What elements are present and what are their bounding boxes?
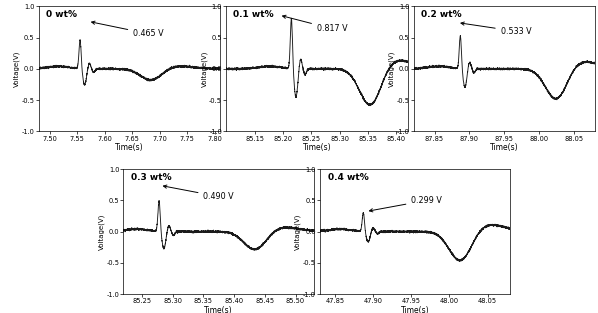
Text: 0.817 V: 0.817 V: [283, 15, 347, 33]
X-axis label: Time(s): Time(s): [401, 306, 429, 313]
Y-axis label: Voltage(V): Voltage(V): [99, 213, 105, 250]
Text: 0.465 V: 0.465 V: [91, 21, 164, 38]
Y-axis label: Voltage(V): Voltage(V): [389, 51, 395, 87]
Y-axis label: Voltage(V): Voltage(V): [295, 213, 301, 250]
X-axis label: Time(s): Time(s): [303, 143, 331, 152]
Text: 0.533 V: 0.533 V: [461, 22, 531, 36]
X-axis label: Time(s): Time(s): [205, 306, 233, 313]
Text: 0.490 V: 0.490 V: [163, 185, 234, 201]
Text: 0.2 wt%: 0.2 wt%: [421, 10, 462, 19]
X-axis label: Time(s): Time(s): [490, 143, 518, 152]
Text: 0.4 wt%: 0.4 wt%: [328, 173, 368, 182]
Text: 0 wt%: 0 wt%: [46, 10, 77, 19]
Text: 0.299 V: 0.299 V: [370, 196, 443, 212]
Text: 0.3 wt%: 0.3 wt%: [131, 173, 172, 182]
Y-axis label: Voltage(V): Voltage(V): [14, 51, 20, 87]
Text: 0.1 wt%: 0.1 wt%: [233, 10, 274, 19]
Y-axis label: Voltage(V): Voltage(V): [201, 51, 208, 87]
X-axis label: Time(s): Time(s): [115, 143, 144, 152]
